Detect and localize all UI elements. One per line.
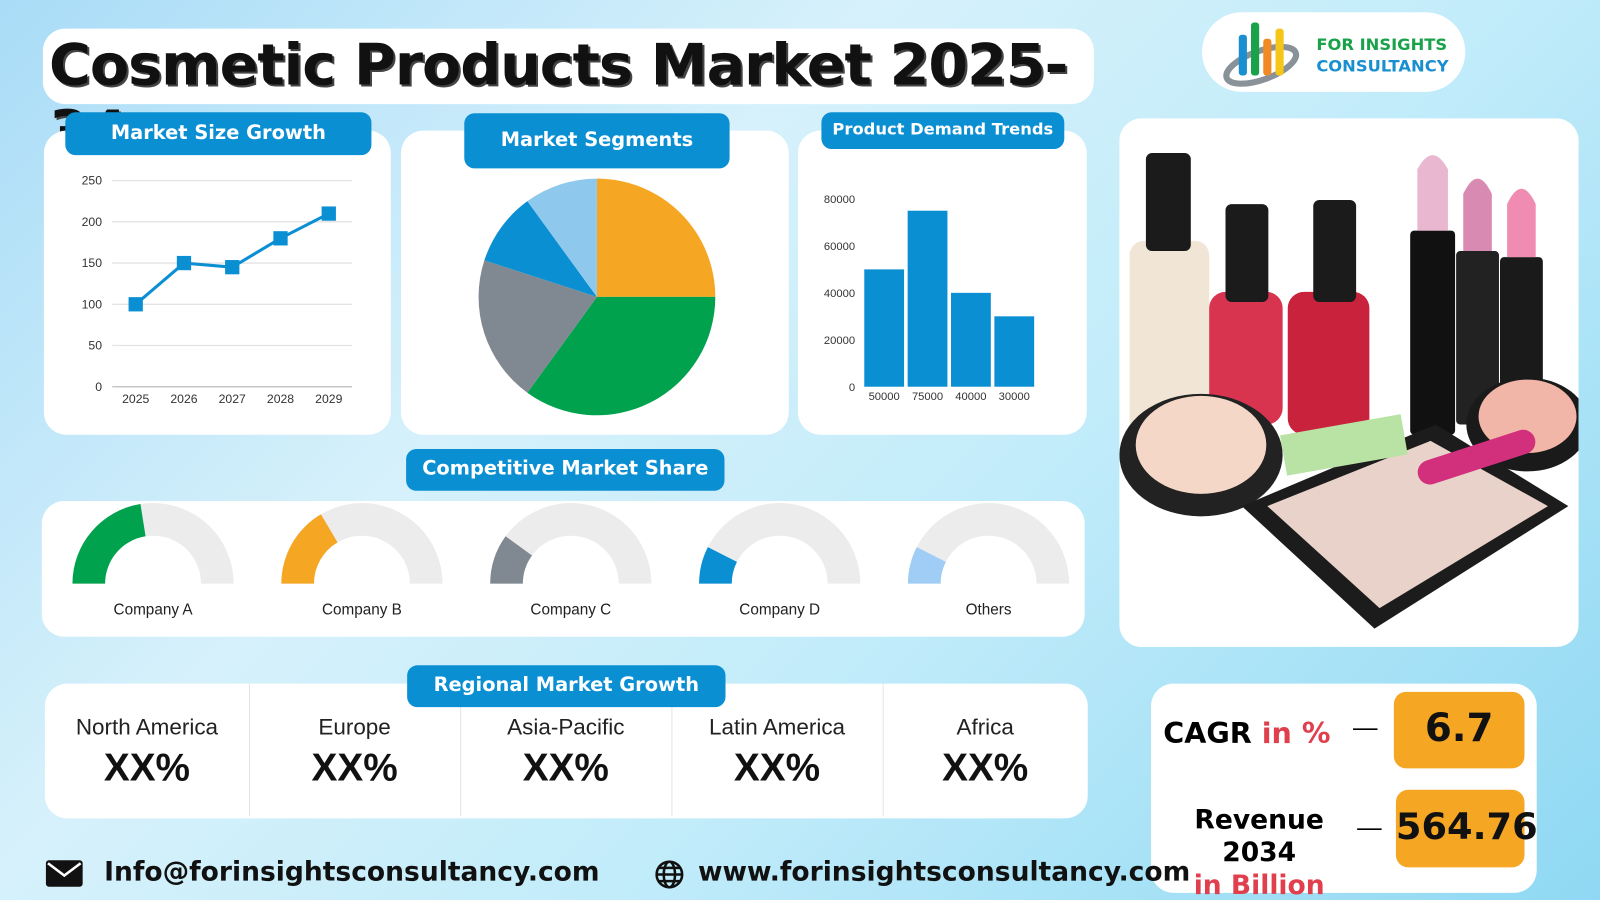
x-tick-label: 75000 [912, 391, 943, 403]
y-tick-label: 100 [82, 297, 103, 311]
competitive-gauges: Company A Company B Company C Company D Othe… [72, 503, 1070, 618]
series-line [134, 212, 330, 306]
y-tick-label: 0 [95, 380, 102, 394]
region-name: Europe [318, 714, 391, 740]
gauge-fill [907, 547, 946, 584]
x-tick-label: 30000 [999, 391, 1030, 403]
data-point [128, 297, 143, 312]
competitive-heading: Competitive Market Share [406, 448, 725, 491]
gauge-fill [699, 547, 737, 584]
pie-slice [484, 201, 597, 297]
logo-text-line2: CONSULTANCY [1316, 56, 1449, 76]
region-latin-america: Latin America XX% [671, 683, 884, 817]
stats-card: CAGR in % — 6.7 Revenue 2034 in Billion —… [1151, 683, 1538, 901]
x-tick-label: 2027 [219, 392, 246, 406]
market-size-heading: Market Size Growth [65, 112, 372, 156]
gauge-label: Company B [322, 601, 402, 618]
y-tick-label: 150 [82, 256, 103, 270]
gauge-label: Company C [530, 601, 611, 618]
region-asia-pacific: Asia-Pacific XX% [460, 683, 673, 817]
revenue-value: 564.76 [1395, 789, 1538, 868]
region-value: XX% [522, 746, 609, 790]
bar [994, 316, 1035, 387]
gauge-track [699, 503, 861, 584]
data-point [225, 260, 240, 275]
region-name: Asia-Pacific [507, 714, 625, 740]
logo-bars-icon [1223, 22, 1300, 87]
data-point [176, 255, 192, 271]
website-link[interactable]: www.forinsightsconsultancy.com [697, 857, 1191, 888]
market-segments-pie-chart [478, 178, 716, 416]
gauge-label: Company D [739, 601, 820, 618]
data-point [273, 231, 288, 246]
region-value: XX% [733, 746, 821, 790]
title-banner: Cosmetic Products Market 2025-34 [42, 28, 1094, 165]
envelope-icon [45, 860, 83, 887]
pie-slice [527, 178, 597, 297]
cagr-dash: — [1353, 714, 1378, 742]
y-tick-label: 250 [82, 174, 103, 188]
pie-slice [478, 260, 597, 393]
gauge-label: Company A [114, 601, 194, 618]
logo: FOR INSIGHTS CONSULTANCY [1202, 12, 1466, 92]
x-tick-label: 50000 [869, 391, 900, 403]
bar [864, 269, 905, 387]
y-tick-label: 20000 [824, 335, 855, 347]
region-name: Latin America [709, 714, 846, 740]
cosmetics-product-image [1119, 118, 1579, 647]
cagr-value: 6.7 [1393, 691, 1525, 769]
x-tick-label: 40000 [955, 391, 986, 403]
y-tick-label: 40000 [824, 288, 855, 300]
y-tick-label: 50 [88, 339, 102, 353]
x-tick-label: 2025 [122, 392, 149, 406]
revenue-dash: — [1357, 814, 1382, 842]
globe-icon [655, 860, 684, 889]
x-tick-label: 2028 [267, 392, 294, 406]
email-link[interactable]: Info@forinsightsconsultancy.com [104, 857, 600, 888]
y-tick-label: 200 [82, 215, 103, 229]
gauge-fill [281, 514, 338, 584]
market-size-line-chart: 0 50 100 150 200 250 2025 2026 2027 2028 2029 [82, 174, 353, 406]
market-segments-heading: Market Segments [464, 113, 730, 169]
region-value: XX% [103, 746, 191, 790]
gauge-track [490, 503, 652, 584]
region-name: North America [75, 714, 219, 740]
cagr-unit: in % [1261, 716, 1331, 750]
region-north-america: North America XX% [45, 683, 250, 817]
logo-text-line1: FOR INSIGHTS [1316, 34, 1448, 55]
x-tick-label: 2026 [170, 392, 197, 406]
bar [951, 292, 991, 387]
demand-heading: Product Demand Trends [821, 112, 1065, 149]
data-point [321, 206, 336, 221]
gauge-fill [72, 504, 146, 584]
demand-bar-chart: 0 20000 40000 60000 80000 50000 75000 40000 3000… [824, 194, 1035, 403]
gauge-label: Others [966, 601, 1012, 618]
page-title: Cosmetic Products Market 2025-34 [48, 32, 1068, 166]
revenue-unit: in Billion [1193, 870, 1325, 902]
regional-heading: Regional Market Growth [407, 665, 726, 708]
region-europe: Europe XX% [249, 683, 462, 817]
region-africa: Africa XX% [883, 684, 1088, 817]
gauge-track [907, 503, 1070, 584]
y-tick-label: 60000 [824, 241, 855, 253]
market-size-card [43, 130, 391, 435]
cagr-label: CAGR [1163, 716, 1252, 750]
y-tick-label: 80000 [824, 194, 855, 206]
pie-slice [596, 178, 716, 297]
x-tick-label: 2029 [315, 392, 342, 406]
charts-layer: 0 50 100 150 200 250 2025 2026 2027 2028 2029 0 200… [72, 174, 1070, 618]
bar [907, 210, 948, 387]
revenue-label: Revenue 2034 [1194, 805, 1324, 869]
gauge-fill [490, 536, 533, 584]
cosmetics-illustration [1119, 118, 1579, 647]
pie-slice [527, 296, 716, 416]
region-name: Africa [956, 714, 1014, 740]
y-tick-label: 0 [849, 382, 855, 394]
region-value: XX% [311, 746, 398, 790]
region-value: XX% [942, 746, 1029, 790]
